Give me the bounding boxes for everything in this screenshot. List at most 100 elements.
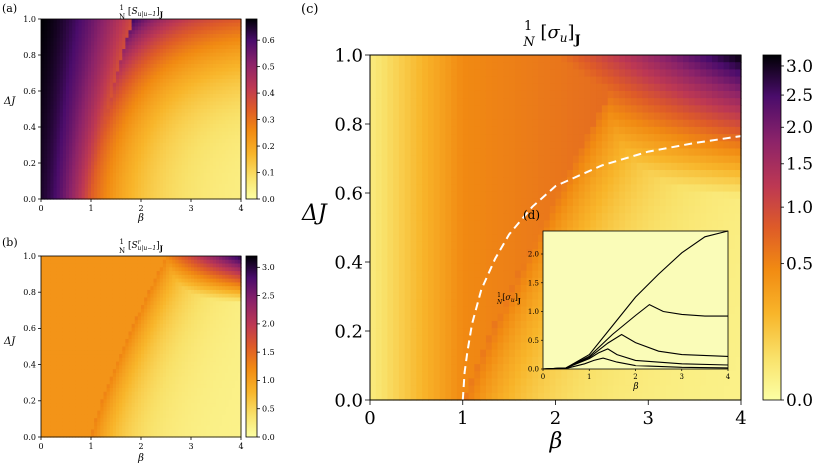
heatmap-cell-a <box>212 109 217 114</box>
heatmap-cell-a <box>66 180 70 185</box>
heatmap-cell-a <box>134 139 139 144</box>
heatmap-cell-b <box>44 267 48 272</box>
heatmap-cell-a <box>97 79 101 84</box>
heatmap-cell-a <box>62 22 67 28</box>
heatmap-cell-b <box>159 278 164 283</box>
heatmap-cell-b <box>141 365 145 370</box>
heatmap-cell-b <box>128 395 133 400</box>
heatmap-cell-a <box>131 139 136 144</box>
heatmap-cell-a <box>209 71 214 76</box>
heatmap-cell-a <box>91 120 95 125</box>
heatmap-cell-a <box>203 142 208 148</box>
heatmap-cell-a <box>66 56 70 61</box>
heatmap-cell-a <box>134 124 139 129</box>
heatmap-cell-a <box>91 19 95 24</box>
heatmap-cell-a <box>234 195 239 200</box>
heatmap-cell-b <box>159 357 164 363</box>
heatmap-cell-a <box>156 142 161 148</box>
heatmap-cell-b <box>72 399 76 404</box>
heatmap-cell-a <box>147 157 151 163</box>
heatmap-cell-a <box>206 56 211 61</box>
heatmap-cell-a <box>225 41 230 46</box>
heatmap-cell-b <box>44 278 48 283</box>
heatmap-cell-a <box>178 64 183 69</box>
heatmap-cell-b <box>147 384 151 389</box>
heatmap-cell-a <box>172 172 176 178</box>
heatmap-cell-b <box>87 380 92 385</box>
heatmap-cell-b <box>144 433 148 438</box>
heatmap-cell-a <box>203 41 208 46</box>
heatmap-cell-a <box>141 150 145 155</box>
heatmap-cell-a <box>137 86 142 91</box>
heatmap-cell-a <box>212 154 217 159</box>
heatmap-cell-b <box>144 391 148 397</box>
heatmap-cell-a <box>200 45 205 50</box>
heatmap-cell-a <box>209 154 214 159</box>
heatmap-cell-b <box>56 271 61 276</box>
heatmap-cell-a <box>209 135 214 140</box>
heatmap-cell-a <box>97 67 101 73</box>
heatmap-cell-b <box>147 350 151 355</box>
heatmap-cell-a <box>44 52 48 58</box>
heatmap-cell-b <box>59 399 64 404</box>
heatmap-cell-b <box>103 433 108 438</box>
heatmap-cell-a <box>122 127 126 133</box>
heatmap-cell-a <box>112 184 117 189</box>
heatmap-cell-b <box>50 429 55 434</box>
heatmap-cell-a <box>175 67 180 73</box>
heatmap-cell-a <box>50 26 55 31</box>
heatmap-cell-a <box>162 79 167 84</box>
heatmap-cell-b <box>97 399 101 404</box>
heatmap-cell-a <box>225 187 230 193</box>
heatmap-cell-a <box>153 135 158 140</box>
heatmap-cell-a <box>137 79 142 84</box>
heatmap-cell-b <box>137 365 142 370</box>
heatmap-cell-a <box>194 67 198 73</box>
heatmap-cell-a <box>119 34 123 39</box>
heatmap-cell-a <box>100 56 105 61</box>
heatmap-cell-a <box>59 154 64 159</box>
heatmap-cell-a <box>219 94 223 99</box>
heatmap-cell-a <box>159 22 164 28</box>
y-tick-label: 0.4 <box>23 123 36 132</box>
heatmap-cell-a <box>184 109 189 114</box>
heatmap-cell-a <box>203 154 208 159</box>
heatmap-cell-a <box>147 131 151 136</box>
heatmap-cell-a <box>187 109 192 114</box>
heatmap-cell-b <box>116 391 120 397</box>
heatmap-cell-a <box>87 60 92 65</box>
heatmap-cell-b <box>69 297 73 302</box>
heatmap-cell-b <box>103 274 108 280</box>
heatmap-cell-b <box>137 278 142 283</box>
heatmap-cell-b <box>125 354 130 359</box>
heatmap-cell-b <box>144 354 148 359</box>
heatmap-cell-b <box>109 384 114 389</box>
heatmap-cell-b <box>41 293 45 299</box>
heatmap-cell-a <box>131 86 136 91</box>
heatmap-cell-b <box>125 274 130 280</box>
heatmap-cell-a <box>50 60 55 65</box>
heatmap-cell-b <box>53 399 58 404</box>
heatmap-cell-b <box>122 301 126 306</box>
heatmap-cell-a <box>137 139 142 144</box>
heatmap-cell-a <box>81 101 86 106</box>
heatmap-cell-a <box>84 97 89 103</box>
heatmap-cell-a <box>75 191 80 196</box>
heatmap-cell-a <box>169 116 173 121</box>
heatmap-cell-a <box>219 135 223 140</box>
heatmap-cell-a <box>50 157 55 163</box>
heatmap-cell-a <box>184 180 189 185</box>
heatmap-cell-a <box>72 19 76 24</box>
heatmap-cell-b <box>106 263 111 268</box>
heatmap-cell-a <box>175 161 180 166</box>
heatmap-cell-b <box>53 278 58 283</box>
heatmap-cell-a <box>125 124 130 129</box>
heatmap-cell-b <box>75 263 80 268</box>
heatmap-cell-a <box>222 150 226 155</box>
heatmap-cell-a <box>109 22 114 28</box>
heatmap-cell-a <box>175 184 180 189</box>
heatmap-cell-a <box>203 124 208 129</box>
heatmap-cell-b <box>66 267 70 272</box>
heatmap-cell-a <box>191 41 195 46</box>
heatmap-cell-a <box>72 180 76 185</box>
